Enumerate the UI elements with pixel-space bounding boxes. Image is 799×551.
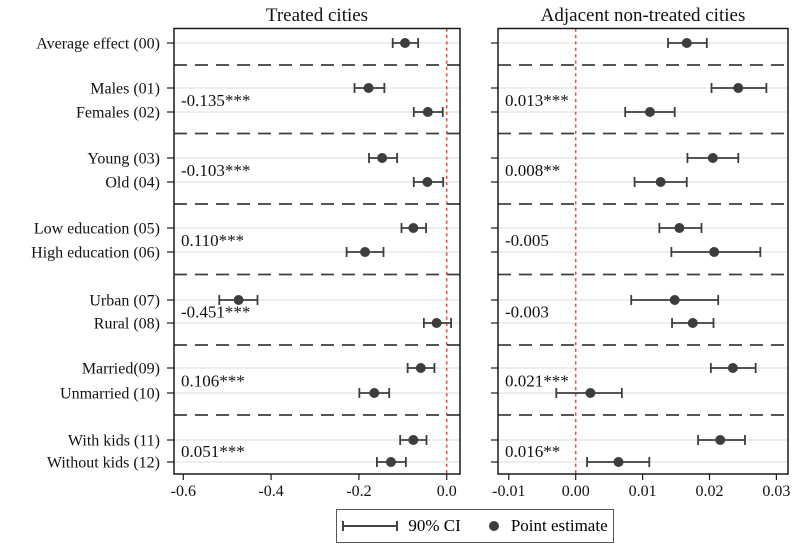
point-estimate-dot xyxy=(715,435,726,445)
point-estimate-dot xyxy=(415,363,426,373)
point-estimate-dot xyxy=(233,295,244,305)
x-tick-label: -0.6 xyxy=(171,483,196,500)
category-label: Average effect (00) xyxy=(36,36,160,53)
point-estimate-dot xyxy=(733,83,744,93)
legend-label-ci: 90% CI xyxy=(408,516,461,535)
point-estimate-dot xyxy=(644,107,655,117)
difference-annotation: 0.013*** xyxy=(505,91,569,110)
category-label: Urban (07) xyxy=(89,293,160,310)
category-label: Low education (05) xyxy=(34,221,160,238)
difference-annotation: 0.110*** xyxy=(181,231,244,250)
difference-annotation: -0.451*** xyxy=(181,303,250,322)
category-label: Young (03) xyxy=(87,151,160,168)
point-estimate-dot xyxy=(707,153,718,163)
x-tick-label: 0.00 xyxy=(562,483,590,500)
x-tick-label: 0.01 xyxy=(629,483,657,500)
panel-border xyxy=(173,27,461,475)
point-estimate-dot xyxy=(727,363,738,373)
x-tick-label: -0.2 xyxy=(346,483,371,500)
point-estimate-dot xyxy=(422,107,433,117)
category-label: High education (06) xyxy=(31,245,160,262)
difference-annotation: 0.051*** xyxy=(181,442,245,461)
point-estimate-icon xyxy=(488,521,499,531)
point-estimate-dot xyxy=(655,177,666,187)
category-label: Females (02) xyxy=(76,105,160,122)
point-estimate-dot xyxy=(399,38,410,48)
legend: 90% CI Point estimate xyxy=(336,509,614,543)
panel-title-treated-cities: Treated cities xyxy=(265,5,369,26)
point-estimate-dot xyxy=(377,153,388,163)
x-tick-label: 0.03 xyxy=(762,483,790,500)
point-estimate-dot xyxy=(369,388,380,398)
x-tick-label: -0.01 xyxy=(492,483,525,500)
x-tick-label: -0.4 xyxy=(258,483,283,500)
ci-line-icon xyxy=(342,521,399,531)
legend-label-point-estimate: Point estimate xyxy=(510,516,608,535)
difference-annotation: -0.135*** xyxy=(181,91,250,110)
category-label: Unmarried (10) xyxy=(60,386,160,403)
point-estimate-dot xyxy=(585,388,596,398)
point-estimate-dot xyxy=(408,223,419,233)
point-estimate-dot xyxy=(422,177,433,187)
panel-title-adjacent-cities: Adjacent non-treated cities xyxy=(540,5,746,26)
category-label: Old (04) xyxy=(105,175,160,192)
category-label: Without kids (12) xyxy=(47,455,160,472)
difference-annotation: 0.016** xyxy=(505,442,560,461)
point-estimate-dot xyxy=(687,318,698,328)
point-estimate-dot xyxy=(363,83,374,93)
difference-annotation: 0.106*** xyxy=(181,372,245,391)
difference-annotation: -0.005 xyxy=(505,231,549,250)
difference-annotation: -0.103*** xyxy=(181,161,250,180)
point-estimate-dot xyxy=(674,223,685,233)
point-estimate-dot xyxy=(360,247,371,257)
x-tick-label: 0.0 xyxy=(437,483,457,500)
x-tick-label: 0.02 xyxy=(696,483,724,500)
point-estimate-dot xyxy=(385,457,396,467)
point-estimate-dot xyxy=(613,457,624,467)
point-estimate-dot xyxy=(709,247,720,257)
point-estimate-dot xyxy=(408,435,419,445)
category-label: Males (01) xyxy=(90,81,160,98)
point-estimate-dot xyxy=(669,295,680,305)
point-estimate-dot xyxy=(431,318,442,328)
category-label: Married(09) xyxy=(82,361,160,378)
point-estimate-dot xyxy=(681,38,692,48)
category-label: With kids (11) xyxy=(68,433,160,450)
difference-annotation: 0.008** xyxy=(505,161,560,180)
difference-annotation: -0.003 xyxy=(505,303,549,322)
category-label: Rural (08) xyxy=(94,316,160,333)
difference-annotation: 0.021*** xyxy=(505,372,569,391)
